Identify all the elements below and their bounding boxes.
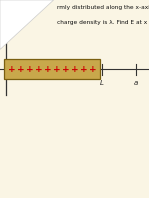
Text: charge density is λ. Find E at x = +a (L < a).: charge density is λ. Find E at x = +a (L… (57, 20, 149, 25)
Text: +: + (80, 65, 87, 74)
Text: +: + (26, 65, 34, 74)
Text: +: + (71, 65, 78, 74)
Text: a: a (134, 80, 138, 86)
Polygon shape (0, 0, 54, 50)
Text: +: + (62, 65, 69, 74)
Text: +: + (8, 65, 16, 74)
Text: +: + (44, 65, 52, 74)
Text: +: + (53, 65, 60, 74)
Text: +: + (35, 65, 43, 74)
Text: +: + (17, 65, 25, 74)
Text: +: + (89, 65, 96, 74)
Text: rmly distributed along the x-axis from the: rmly distributed along the x-axis from t… (57, 5, 149, 10)
Bar (4, 59, 100, 79)
Text: L: L (100, 80, 104, 86)
